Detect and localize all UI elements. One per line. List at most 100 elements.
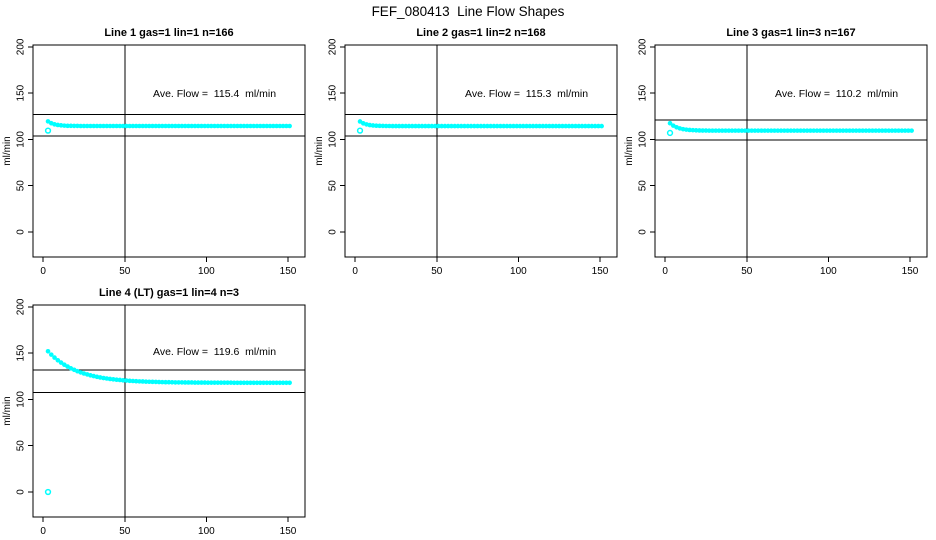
data-point	[88, 123, 93, 129]
subplot-line-4-lt: Line 4 (LT) gas=1 lin=4 n=3 ml/min Ave. …	[2, 287, 306, 537]
data-point	[238, 123, 243, 129]
data-point	[186, 123, 191, 129]
data-point	[883, 128, 888, 133]
subplot-title: Line 1 gas=1 lin=1 n=166	[104, 27, 233, 39]
data-point	[244, 380, 250, 386]
data-point	[241, 380, 247, 386]
plot-frame	[32, 44, 306, 258]
data-point	[218, 123, 224, 129]
subplot-line-3: Line 3 gas=1 lin=3 n=167 ml/min Ave. Flo…	[624, 27, 928, 277]
data-point	[248, 123, 253, 129]
data-point	[55, 357, 61, 363]
data-point	[889, 128, 895, 133]
ave-flow-annotation: Ave. Flow = 115.4 ml/min	[153, 88, 276, 100]
data-point	[462, 123, 467, 129]
data-point	[271, 123, 276, 129]
data-point	[156, 379, 162, 385]
data-point	[189, 380, 194, 385]
y-tick-label: 0	[638, 229, 649, 235]
data-point	[403, 123, 409, 129]
data-point	[488, 123, 493, 129]
data-point	[130, 123, 136, 129]
data-point	[808, 128, 813, 133]
data-point	[752, 128, 758, 133]
data-point	[189, 123, 194, 129]
y-tick-label: 100	[328, 131, 339, 148]
data-point	[222, 380, 227, 385]
data-point	[586, 123, 591, 129]
data-point	[876, 128, 882, 133]
data-point	[140, 379, 146, 384]
data-point	[442, 123, 448, 129]
data-point	[556, 123, 562, 129]
x-tick-label: 0	[40, 526, 46, 537]
outlier-point	[44, 488, 52, 496]
y-tick-label: 0	[16, 489, 27, 495]
y-tick-label: 150	[16, 344, 27, 361]
data-point	[284, 380, 289, 386]
ave-flow-annotation: Ave. Flow = 115.3 ml/min	[465, 88, 588, 100]
data-point	[540, 123, 546, 129]
data-point	[179, 380, 185, 385]
data-point	[97, 123, 103, 129]
data-point	[687, 127, 692, 133]
x-tick-label: 100	[510, 266, 527, 277]
data-point	[690, 127, 696, 133]
data-point	[244, 123, 250, 129]
data-point	[205, 380, 211, 385]
data-point	[527, 123, 533, 129]
data-point	[840, 128, 846, 133]
data-point	[143, 123, 149, 129]
data-point	[445, 123, 451, 129]
data-point	[68, 123, 74, 129]
data-point	[280, 380, 286, 386]
data-point	[228, 123, 234, 129]
data-point	[504, 123, 510, 129]
data-point	[667, 120, 673, 126]
data-point	[251, 380, 257, 386]
data-point	[277, 380, 283, 386]
plot-frame	[32, 304, 306, 518]
data-point	[560, 123, 565, 129]
data-point	[468, 123, 474, 129]
data-point	[254, 380, 260, 386]
data-point	[429, 123, 435, 129]
subplot-title: Line 3 gas=1 lin=3 n=167	[726, 27, 855, 39]
data-point	[58, 360, 64, 365]
data-point	[566, 123, 572, 129]
data-point	[436, 123, 441, 129]
data-point	[195, 123, 201, 129]
data-point	[543, 123, 549, 129]
y-tick-label: 50	[638, 180, 649, 192]
data-point	[746, 128, 751, 133]
data-point	[153, 123, 159, 129]
data-point	[426, 123, 431, 129]
y-tick-label: 0	[328, 229, 339, 235]
plot-frame	[344, 44, 618, 258]
data-point	[254, 123, 260, 129]
y-tick-label: 0	[16, 229, 27, 235]
data-point	[277, 123, 283, 129]
data-point	[475, 123, 480, 129]
data-point	[195, 380, 201, 385]
data-point	[238, 380, 243, 386]
data-point	[390, 123, 395, 129]
data-point	[280, 123, 286, 129]
data-point	[192, 380, 198, 385]
data-point	[870, 128, 875, 133]
data-point	[182, 123, 188, 129]
data-point	[374, 123, 379, 129]
y-tick-label: 200	[638, 38, 649, 55]
data-point	[127, 123, 132, 129]
data-point	[186, 380, 191, 385]
data-point	[719, 128, 725, 133]
data-point	[762, 128, 768, 133]
data-point	[713, 128, 719, 133]
data-point	[120, 123, 126, 129]
data-point	[534, 123, 539, 129]
data-point	[199, 123, 204, 129]
x-tick-label: 150	[280, 526, 297, 537]
data-point	[419, 123, 425, 129]
data-point	[235, 123, 240, 129]
data-point	[114, 123, 119, 129]
